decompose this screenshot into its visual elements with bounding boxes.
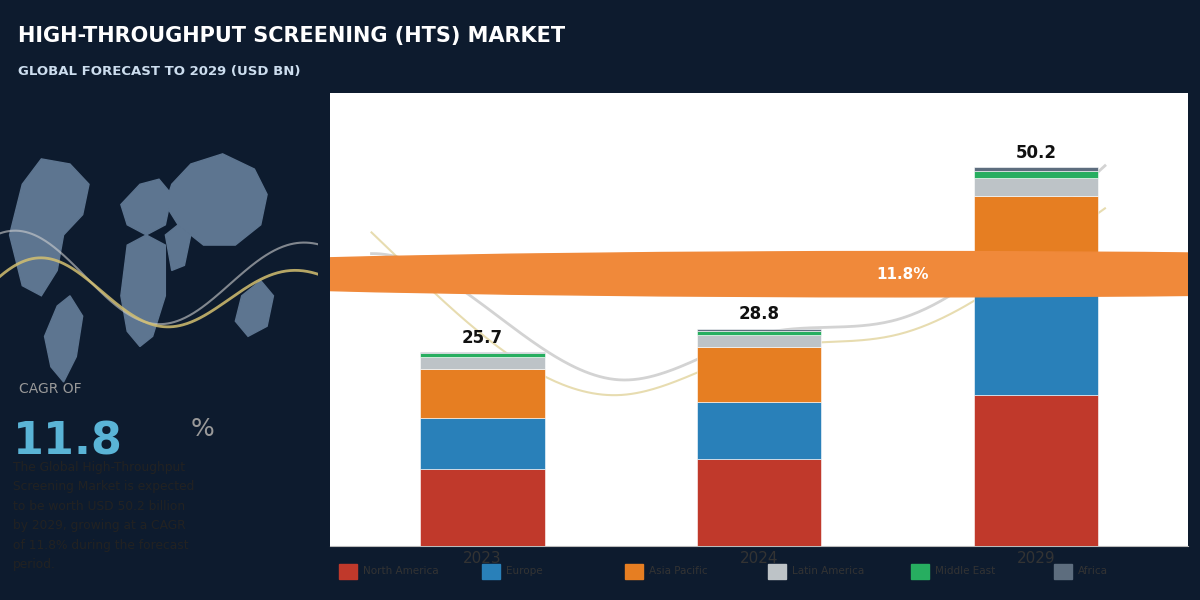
Text: 28.8: 28.8 — [738, 305, 780, 323]
Text: Latin America: Latin America — [792, 566, 864, 577]
Text: 11.8: 11.8 — [13, 420, 122, 463]
Bar — [973, 196, 1098, 293]
Circle shape — [72, 251, 1200, 297]
Bar — [481, 564, 500, 579]
Polygon shape — [166, 154, 268, 245]
Text: Africa: Africa — [1078, 566, 1108, 577]
Polygon shape — [166, 225, 191, 271]
Polygon shape — [10, 159, 89, 296]
Bar — [973, 167, 1098, 171]
Text: 25.7: 25.7 — [462, 329, 503, 347]
Bar — [420, 352, 545, 353]
Text: CAGR OF: CAGR OF — [19, 382, 82, 396]
Bar — [911, 564, 930, 579]
Bar — [420, 357, 545, 368]
Text: Europe: Europe — [505, 566, 542, 577]
Bar — [420, 368, 545, 418]
Text: Asia Pacific: Asia Pacific — [649, 566, 707, 577]
Text: %: % — [191, 418, 215, 442]
Text: North America: North America — [362, 566, 438, 577]
Polygon shape — [121, 179, 172, 235]
Bar — [973, 171, 1098, 178]
Text: 50.2: 50.2 — [1015, 144, 1056, 162]
Bar — [420, 353, 545, 357]
Bar — [1054, 564, 1073, 579]
Text: 11.8%: 11.8% — [877, 266, 929, 281]
Bar — [420, 418, 545, 469]
Bar — [973, 293, 1098, 395]
Text: The Global High-Throughput
Screening Market is expected
to be worth USD 50.2 bil: The Global High-Throughput Screening Mar… — [13, 461, 194, 571]
Text: GLOBAL FORECAST TO 2029 (USD BN): GLOBAL FORECAST TO 2029 (USD BN) — [18, 65, 300, 78]
Bar — [697, 329, 821, 331]
Bar — [420, 469, 545, 546]
Bar — [697, 459, 821, 546]
Bar — [697, 347, 821, 402]
Text: Middle East: Middle East — [935, 566, 995, 577]
Bar — [697, 402, 821, 459]
Bar — [973, 395, 1098, 546]
Polygon shape — [44, 296, 83, 382]
Bar — [973, 178, 1098, 196]
Polygon shape — [235, 281, 274, 337]
Bar — [697, 331, 821, 335]
Polygon shape — [121, 235, 166, 346]
Bar — [697, 335, 821, 347]
Bar — [768, 564, 786, 579]
Bar — [624, 564, 643, 579]
Bar — [338, 564, 358, 579]
Text: HIGH-THROUGHPUT SCREENING (HTS) MARKET: HIGH-THROUGHPUT SCREENING (HTS) MARKET — [18, 26, 565, 46]
